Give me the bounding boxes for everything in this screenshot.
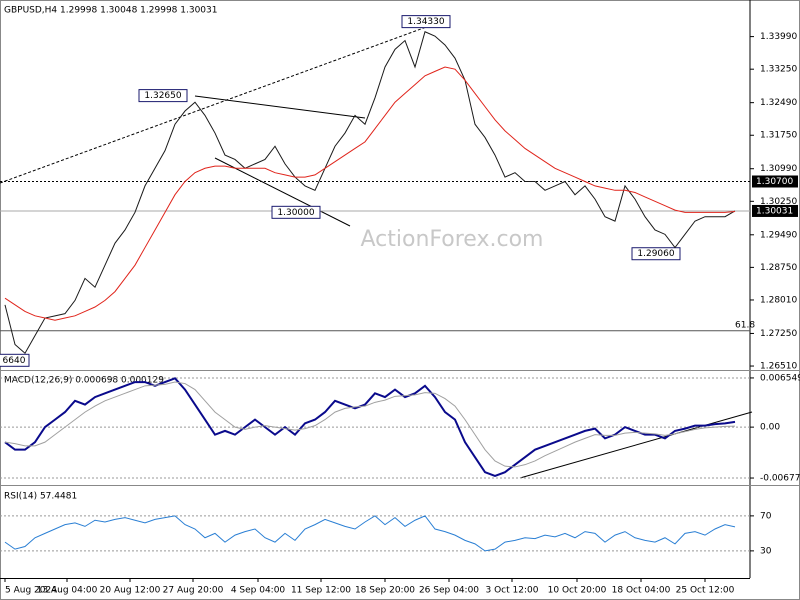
- price-annotation: 1.29060: [637, 249, 674, 259]
- y-tick-label: 1.27250: [760, 329, 797, 339]
- x-tick-label: 10 Oct 20:00: [548, 586, 607, 596]
- trendline: [519, 411, 753, 479]
- price-annotation-box: [271, 205, 321, 219]
- y-tick-label: 1.28010: [760, 295, 797, 305]
- fib-label: 61.8: [735, 320, 755, 330]
- series-line: [4, 515, 736, 552]
- price-annotation: 1.30000: [277, 208, 314, 218]
- y-tick-label: 1.33990: [760, 32, 797, 42]
- series-line: [4, 381, 736, 468]
- watermark: ActionForex.com: [361, 227, 544, 252]
- x-tick-label: 25 Oct 12:00: [676, 586, 735, 596]
- y-tick-label: 0.006549: [760, 373, 800, 383]
- y-tick-label: 1.28750: [760, 263, 797, 273]
- price-annotation: 6640: [3, 356, 26, 366]
- x-tick-label: 20 Aug 12:00: [100, 586, 161, 596]
- price-annotation-box: [0, 353, 30, 367]
- level-box: [752, 175, 798, 188]
- trendline: [194, 95, 366, 119]
- level-box: [752, 204, 798, 217]
- x-tick-label: 11 Sep 12:00: [291, 586, 351, 596]
- y-tick-label: 70: [760, 511, 772, 521]
- x-tick-label: 13 Aug 04:00: [37, 586, 98, 596]
- x-tick-label: 18 Sep 20:00: [355, 586, 415, 596]
- y-tick-label: 1.29490: [760, 230, 797, 240]
- y-tick-label: 1.33250: [760, 65, 797, 75]
- panel-title: GBPUSD,H4 1.29998 1.30048 1.29998 1.3003…: [4, 6, 217, 16]
- panel-title: RSI(14) 57.4481: [4, 492, 77, 502]
- panel-title: MACD(12,26,9) 0.000698 0.000129: [4, 376, 164, 386]
- price-annotation-box: [631, 247, 681, 261]
- trendline: [214, 157, 351, 227]
- series-line: [4, 66, 736, 321]
- x-tick-label: 3 Oct 12:00: [486, 586, 539, 596]
- y-tick-label: 1.30990: [760, 164, 797, 174]
- price-annotation-box: [401, 15, 451, 29]
- level-label: 1.30031: [756, 206, 793, 216]
- y-tick-label: 1.32490: [760, 98, 797, 108]
- price-annotation: 1.34330: [407, 17, 444, 27]
- x-tick-label: 26 Sep 04:00: [419, 586, 479, 596]
- x-tick-label: 27 Aug 20:00: [163, 586, 224, 596]
- y-tick-label: 1.26510: [760, 362, 797, 372]
- x-tick-label: 5 Aug 2024: [5, 586, 57, 596]
- series-line: [4, 31, 736, 355]
- y-tick-label: 1.31750: [760, 131, 797, 141]
- trendline: [0, 21, 441, 184]
- y-tick-label: 1.30250: [760, 197, 797, 207]
- price-annotation-box: [138, 89, 188, 103]
- level-label: 1.30700: [756, 177, 793, 187]
- price-annotation: 1.32650: [144, 91, 181, 101]
- y-tick-label: -0.006778: [760, 474, 800, 484]
- x-tick-label: 4 Sep 04:00: [231, 586, 286, 596]
- x-tick-label: 18 Oct 04:00: [612, 586, 671, 596]
- y-tick-label: 30: [760, 546, 772, 556]
- y-tick-label: 0.00: [760, 423, 780, 433]
